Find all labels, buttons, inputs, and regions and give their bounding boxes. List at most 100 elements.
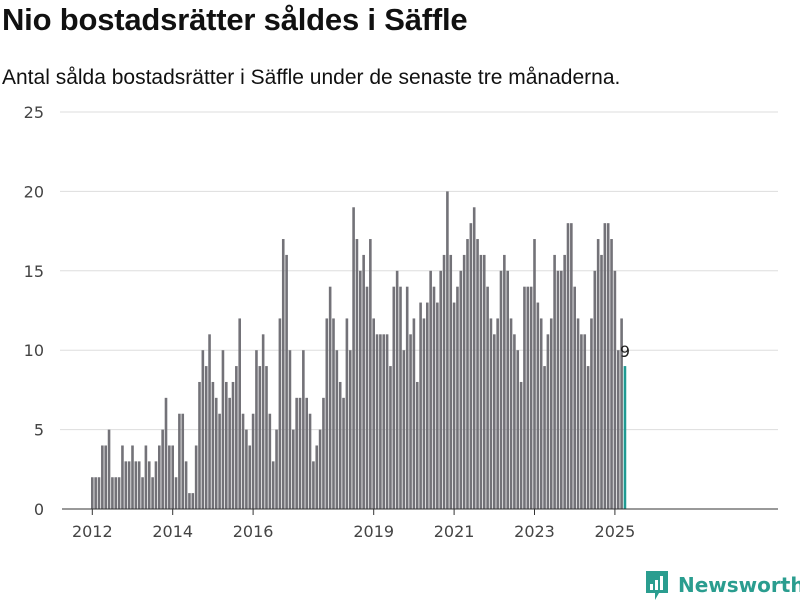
bar <box>342 397 345 509</box>
bar <box>369 239 372 510</box>
bar <box>275 429 278 509</box>
bar <box>506 270 509 509</box>
bar <box>352 207 355 509</box>
bar <box>590 318 593 509</box>
bar <box>362 254 365 509</box>
bar <box>405 286 409 509</box>
bar <box>519 381 523 509</box>
bar <box>288 350 292 509</box>
bar <box>385 334 389 509</box>
bar <box>546 334 550 509</box>
x-tick-label: 2025 <box>595 522 636 541</box>
bar <box>261 334 265 509</box>
bar <box>305 397 308 509</box>
bar <box>539 318 543 509</box>
x-tick-label: 2023 <box>514 522 555 541</box>
bar <box>124 461 128 509</box>
bar <box>389 366 392 509</box>
bar <box>107 429 111 509</box>
bar <box>241 413 245 509</box>
bar <box>268 413 272 509</box>
bar <box>117 477 121 509</box>
bar <box>318 429 322 509</box>
bar <box>596 239 600 510</box>
bar <box>536 302 540 509</box>
y-tick-label: 15 <box>24 262 44 281</box>
bar <box>245 429 248 509</box>
bar <box>580 334 583 509</box>
y-tick-label: 25 <box>24 103 44 122</box>
bar <box>315 445 319 509</box>
bar <box>472 207 476 509</box>
bar <box>359 270 362 509</box>
bar <box>348 350 352 509</box>
bar <box>127 461 131 509</box>
bar <box>556 270 560 509</box>
bar <box>238 318 241 509</box>
bar <box>198 381 201 509</box>
bar <box>429 270 432 509</box>
x-tick-label: 2019 <box>353 522 394 541</box>
chart-subtitle: Antal sålda bostadsrätter i Säffle under… <box>2 66 621 89</box>
bar <box>312 461 315 509</box>
bar <box>543 366 546 509</box>
x-tick-label: 2014 <box>152 522 193 541</box>
bar <box>392 286 396 509</box>
bar <box>442 254 446 509</box>
bar <box>322 397 325 509</box>
bar <box>563 254 566 509</box>
bar <box>325 318 329 509</box>
bar <box>281 239 285 510</box>
bar <box>208 334 211 509</box>
bar <box>526 286 530 509</box>
bar <box>295 397 298 509</box>
bar <box>409 334 412 509</box>
chart-title: Nio bostadsrätter såldes i Säffle <box>2 2 468 37</box>
y-axis-tick-labels: 0 5 10 15 20 25 <box>24 103 44 519</box>
bar <box>513 334 516 509</box>
bar <box>292 429 295 509</box>
bar <box>332 318 335 509</box>
bar <box>338 381 342 509</box>
bar <box>486 286 489 509</box>
bar <box>171 445 174 509</box>
bar <box>111 477 114 509</box>
bar <box>462 254 466 509</box>
highlight-bar <box>623 366 627 509</box>
bar <box>121 445 124 509</box>
bar <box>509 318 513 509</box>
newsworthy-logo-icon <box>646 571 668 600</box>
bar <box>382 334 386 509</box>
bar <box>308 413 312 509</box>
brand-name: Newsworthy <box>678 573 800 597</box>
bar <box>101 445 104 509</box>
bar <box>335 350 339 509</box>
bar <box>456 286 459 509</box>
bar <box>194 445 198 509</box>
bar <box>144 445 148 509</box>
bar <box>271 461 275 509</box>
bar <box>399 286 402 509</box>
bar <box>576 318 580 509</box>
bar <box>228 397 231 509</box>
bar <box>154 461 158 509</box>
bar <box>593 270 597 509</box>
bar <box>412 318 416 509</box>
bar <box>164 397 168 509</box>
bar <box>616 350 620 509</box>
bar <box>610 239 613 510</box>
bar <box>298 397 302 509</box>
bar <box>439 270 442 509</box>
bar <box>161 429 164 509</box>
bar <box>225 381 228 509</box>
bar <box>255 350 258 509</box>
bar <box>529 286 533 509</box>
bar <box>499 270 503 509</box>
bar <box>372 318 375 509</box>
bar <box>285 254 288 509</box>
bar <box>231 381 235 509</box>
bar <box>489 318 493 509</box>
bar <box>91 477 94 509</box>
bar <box>479 254 483 509</box>
